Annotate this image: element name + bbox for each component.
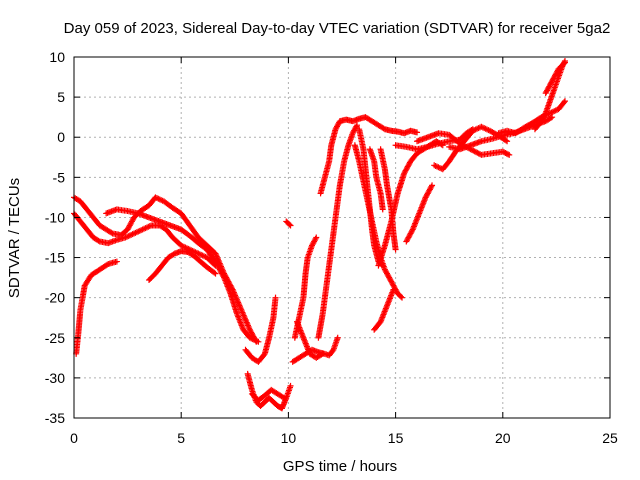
series-track xyxy=(495,98,568,137)
chart-title: Day 059 of 2023, Sidereal Day-to-day VTE… xyxy=(64,20,611,37)
series-track xyxy=(248,386,288,404)
series-track xyxy=(283,218,294,229)
data-point xyxy=(547,114,554,121)
data-point xyxy=(414,129,421,136)
data-points xyxy=(71,58,568,412)
x-tick-label: 5 xyxy=(177,430,185,446)
axis-ticks: 0 5 10 15 20 25 10 5 0 -5 -10 -15 -20 -25 -30 -35 xyxy=(45,49,618,446)
series-track xyxy=(291,234,320,341)
data-point xyxy=(353,123,360,130)
data-point xyxy=(108,229,115,236)
x-tick-label: 25 xyxy=(602,430,618,446)
data-point xyxy=(113,258,120,265)
x-tick-label: 0 xyxy=(70,430,78,446)
data-point xyxy=(319,350,326,357)
data-point xyxy=(541,111,548,118)
series-track xyxy=(103,206,262,345)
data-point xyxy=(272,294,279,301)
data-point xyxy=(561,99,568,106)
data-point xyxy=(279,394,286,401)
data-point xyxy=(429,182,436,189)
data-point xyxy=(281,394,288,401)
data-point xyxy=(313,234,320,241)
series-track xyxy=(317,114,421,197)
y-tick-label: -10 xyxy=(45,209,65,225)
y-tick-label: -5 xyxy=(53,169,66,185)
data-point xyxy=(392,246,399,253)
grid xyxy=(74,57,610,418)
data-point xyxy=(506,151,513,158)
y-tick-label: 0 xyxy=(57,129,65,145)
data-point xyxy=(561,98,568,105)
data-point xyxy=(560,60,567,67)
x-tick-label: 10 xyxy=(281,430,297,446)
y-tick-label: -15 xyxy=(45,250,65,266)
data-point xyxy=(318,351,325,358)
data-point xyxy=(286,221,293,228)
y-tick-label: -25 xyxy=(45,330,65,346)
data-point xyxy=(212,270,219,277)
series-track xyxy=(542,59,568,97)
data-point xyxy=(334,334,341,341)
data-point xyxy=(220,273,227,280)
y-tick-label: -35 xyxy=(45,410,65,426)
series-track xyxy=(356,126,386,269)
series-track xyxy=(375,138,446,269)
data-point xyxy=(354,122,361,129)
x-tick-label: 20 xyxy=(495,430,511,446)
data-point xyxy=(329,347,336,354)
x-axis-label: GPS time / hours xyxy=(283,458,397,475)
data-point xyxy=(379,206,386,213)
series-track xyxy=(366,146,386,213)
data-point xyxy=(504,151,511,158)
data-point xyxy=(95,237,102,244)
data-point xyxy=(390,286,397,293)
data-point xyxy=(502,137,509,144)
series-track xyxy=(73,258,120,357)
data-point xyxy=(409,227,416,234)
series-track xyxy=(371,286,397,333)
y-axis-label: SDTVAR / TECUs xyxy=(6,178,23,298)
y-tick-label: -20 xyxy=(45,290,65,306)
x-tick-label: 15 xyxy=(388,430,404,446)
data-point xyxy=(211,269,218,276)
series-track xyxy=(146,248,219,284)
series-track xyxy=(403,182,436,245)
data-point xyxy=(428,183,435,190)
data-point xyxy=(399,294,406,301)
data-point xyxy=(255,338,262,345)
series-track xyxy=(315,122,361,341)
y-tick-label: -30 xyxy=(45,370,65,386)
series-track xyxy=(289,334,341,365)
data-point xyxy=(260,351,267,358)
data-point xyxy=(561,59,568,66)
data-point xyxy=(312,235,319,242)
data-point xyxy=(549,114,556,121)
series-track xyxy=(242,294,279,365)
series-track xyxy=(293,318,326,361)
data-point xyxy=(287,222,294,229)
series-track xyxy=(351,142,406,301)
data-point xyxy=(397,293,404,300)
y-tick-label: 10 xyxy=(49,49,65,65)
data-point xyxy=(287,382,294,389)
y-tick-label: 5 xyxy=(57,89,65,105)
plot-frame xyxy=(73,56,611,419)
data-point xyxy=(104,261,111,268)
data-point xyxy=(504,138,511,145)
